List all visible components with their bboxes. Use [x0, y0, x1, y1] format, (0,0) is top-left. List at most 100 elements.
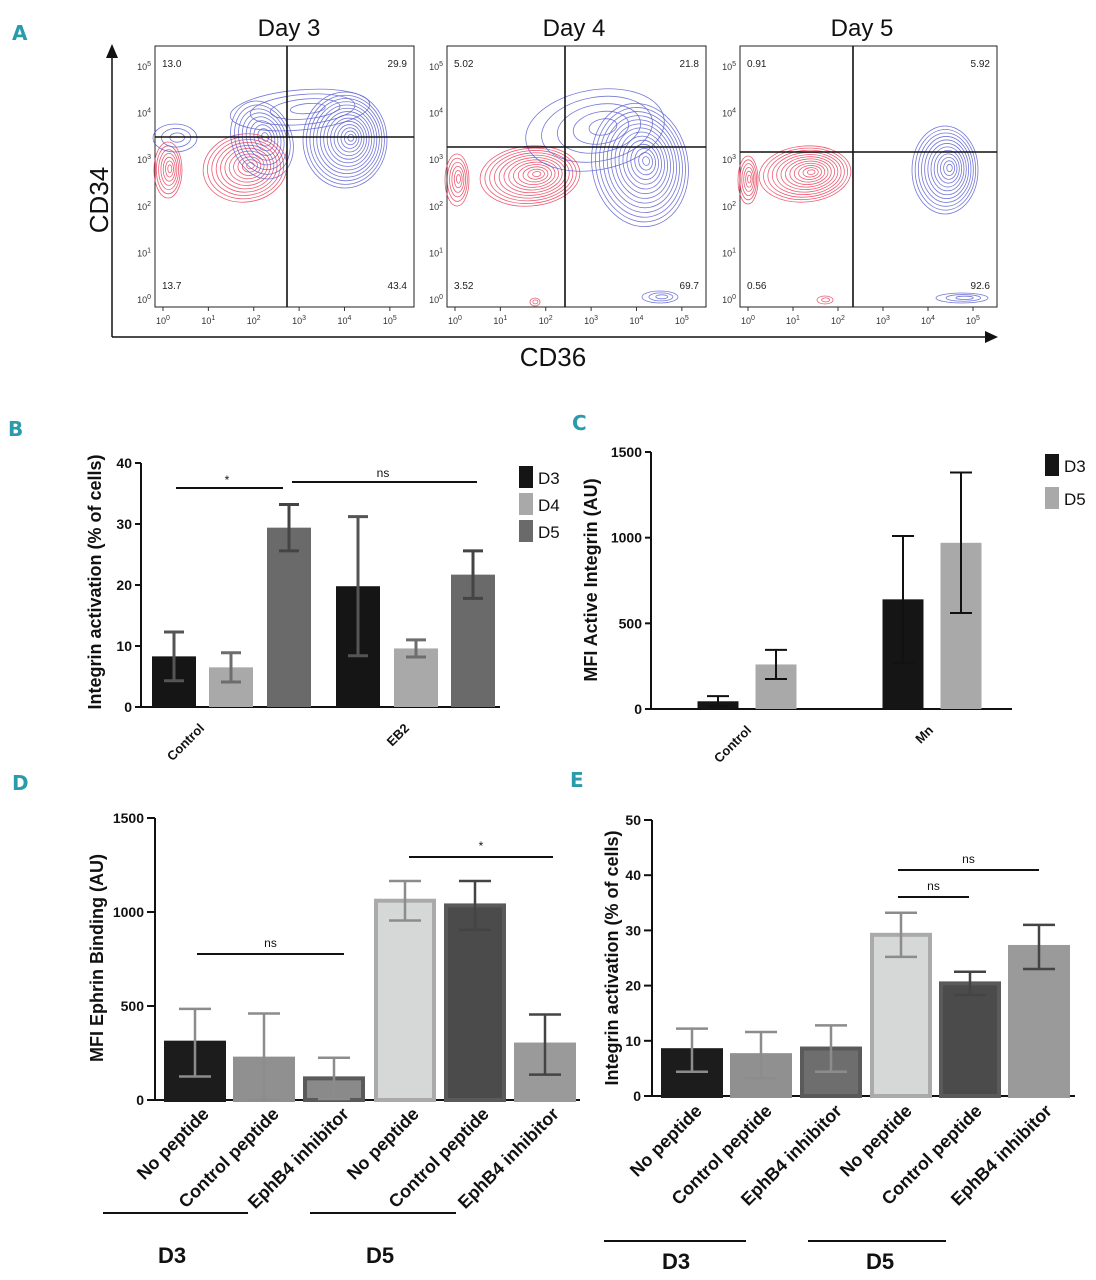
a-ylabel: CD34 — [84, 167, 114, 233]
bar-5 — [939, 981, 1001, 1099]
x-tick-label: 104 — [338, 315, 352, 326]
plot-frame — [446, 45, 707, 308]
plot-frame — [739, 45, 998, 308]
x-tick-label: 105 — [966, 315, 980, 326]
d-ylabel: MFI Ephrin Binding (AU) — [87, 854, 107, 1062]
sig-label-1: ns — [264, 936, 277, 950]
x-tick-label: 103 — [876, 315, 890, 326]
y-tick-label: 105 — [429, 61, 443, 72]
contour-blue-bridge — [229, 88, 371, 132]
sig-label-2: ns — [377, 466, 390, 480]
contour-blue-main-ring-8 — [936, 153, 960, 184]
contour-pink-main-ring-9 — [522, 166, 549, 183]
quadrant-lower-right: 92.6 — [971, 281, 991, 292]
contour-blue-main-ring-3 — [602, 115, 680, 213]
contour-blue-main-ring-1 — [595, 107, 686, 223]
e-ylabel: Integrin activation (% of cells) — [602, 830, 622, 1085]
contour-pink-main-ring-8 — [237, 156, 262, 176]
contour-blue-low-ring-2 — [655, 294, 669, 300]
contour-blue-main-ring-11 — [634, 148, 656, 176]
y-tick-label: 104 — [429, 108, 443, 119]
bar-6 — [1008, 944, 1070, 1099]
contour-pink-main-ring-5 — [780, 156, 835, 191]
quadrant-lower-right: 69.7 — [680, 281, 700, 292]
x-tick-label: 103 — [584, 315, 598, 326]
quadrant-lower-left: 13.7 — [162, 281, 182, 292]
y-tick-label: 1000 — [611, 530, 642, 546]
y-tick-label: 50 — [625, 812, 641, 828]
quadrant-upper-right: 5.92 — [971, 59, 991, 70]
contour-blue-bridge-ring-0 — [525, 88, 665, 172]
contour-pink-edge-ring-6 — [167, 164, 173, 174]
a-xlabel: CD36 — [520, 342, 586, 372]
contour-blue-main-ring-11 — [946, 163, 953, 173]
bar-D5-Control — [267, 527, 311, 707]
contour-blue-main-ring-8 — [622, 135, 665, 190]
contour-pink-edge-ring-2 — [158, 149, 180, 191]
contour-pink-main-ring-11 — [806, 169, 816, 175]
panel-c-chart: MFI Active Integrin (AU) 0 500 1000 1500 Con… — [581, 444, 1086, 766]
panel-label-d: D — [12, 771, 29, 795]
contour-pink-main-ring-6 — [228, 150, 268, 183]
contour-pink-edge — [153, 141, 183, 199]
x-tick-label: 101 — [786, 315, 800, 326]
y-tick-label: 1000 — [113, 904, 144, 920]
contour-blue-low-ring-0 — [935, 292, 989, 304]
contour-pink-edge-ring-3 — [451, 165, 465, 193]
contour-pink-edge-ring-5 — [747, 174, 752, 184]
x-tick-label: 105 — [383, 315, 397, 326]
contour-blue-mid — [230, 100, 294, 180]
contour-blue-main-ring-10 — [943, 160, 956, 176]
legend-swatch-D3 — [519, 466, 533, 488]
x-tick-label: 102 — [539, 315, 553, 326]
y-tick-label: 1500 — [113, 810, 144, 826]
contour-blue-main-ring-4 — [606, 119, 677, 209]
contour-blue-low-ring-1 — [648, 292, 674, 302]
day-title-1: Day 3 — [258, 15, 321, 42]
x-tick-label: Control — [711, 723, 754, 766]
x-tick-label: 102 — [831, 315, 845, 326]
b-ylabel: Integrin activation (% of cells) — [85, 454, 105, 709]
contour-pink-edge-ring-2 — [741, 163, 756, 197]
bar-4 — [870, 932, 932, 1098]
contour-blue-low-ring-1 — [945, 294, 982, 302]
y-tick-label: 102 — [429, 201, 443, 212]
panel-label-e: E — [570, 768, 584, 792]
bar-4 — [374, 898, 436, 1102]
x-tick-label: Control — [164, 721, 207, 764]
x-tick-label: 104 — [630, 315, 644, 326]
y-tick-label: 0 — [136, 1092, 144, 1108]
y-tick-label: 100 — [429, 294, 443, 305]
contour-pink-low — [816, 295, 834, 305]
contour-pink-main-ring-6 — [785, 158, 832, 188]
y-tick-label: 0 — [634, 701, 642, 717]
y-tick-label: 101 — [429, 247, 443, 258]
quadrant-lower-left: 3.52 — [454, 281, 474, 292]
contour-blue-main-ring-10 — [337, 124, 362, 153]
contour-pink-edge-ring-4 — [162, 156, 176, 182]
contour-pink-low-ring-0 — [816, 295, 834, 305]
contour-blue-main — [591, 102, 689, 228]
y-tick-label: 40 — [116, 455, 132, 471]
contour-blue-main-ring-7 — [933, 149, 963, 188]
legend-label-D3: D3 — [538, 469, 560, 488]
contour-blue-low — [641, 290, 679, 304]
contour-pink-main-ring-8 — [793, 162, 826, 183]
y-tick-label: 102 — [722, 201, 736, 212]
y-tick-label: 105 — [722, 61, 736, 72]
x-tick-label: Mn — [912, 722, 936, 746]
contour-blue-mid-ring-7 — [257, 128, 273, 147]
c-ylabel: MFI Active Integrin (AU) — [581, 478, 601, 681]
contour-pink-edge-ring-0 — [153, 141, 183, 199]
contour-blue-main-ring-12 — [638, 152, 653, 171]
contour-blue-main-ring-13 — [642, 156, 650, 166]
panel-a-flow-plots: Day 3 Day 4 Day 5 CD34 CD36 13.0 29.9 13.7… — [84, 15, 998, 372]
sig-label-2: ns — [962, 852, 975, 866]
contour-blue-main-ring-12 — [343, 130, 357, 146]
contour-blue-bridge-ring-4 — [588, 118, 618, 136]
y-tick-label: 104 — [722, 108, 736, 119]
contour-pink-main-ring-11 — [532, 171, 542, 177]
quadrant-upper-right: 21.8 — [680, 59, 700, 70]
contour-pink-edge-ring-1 — [446, 157, 468, 202]
